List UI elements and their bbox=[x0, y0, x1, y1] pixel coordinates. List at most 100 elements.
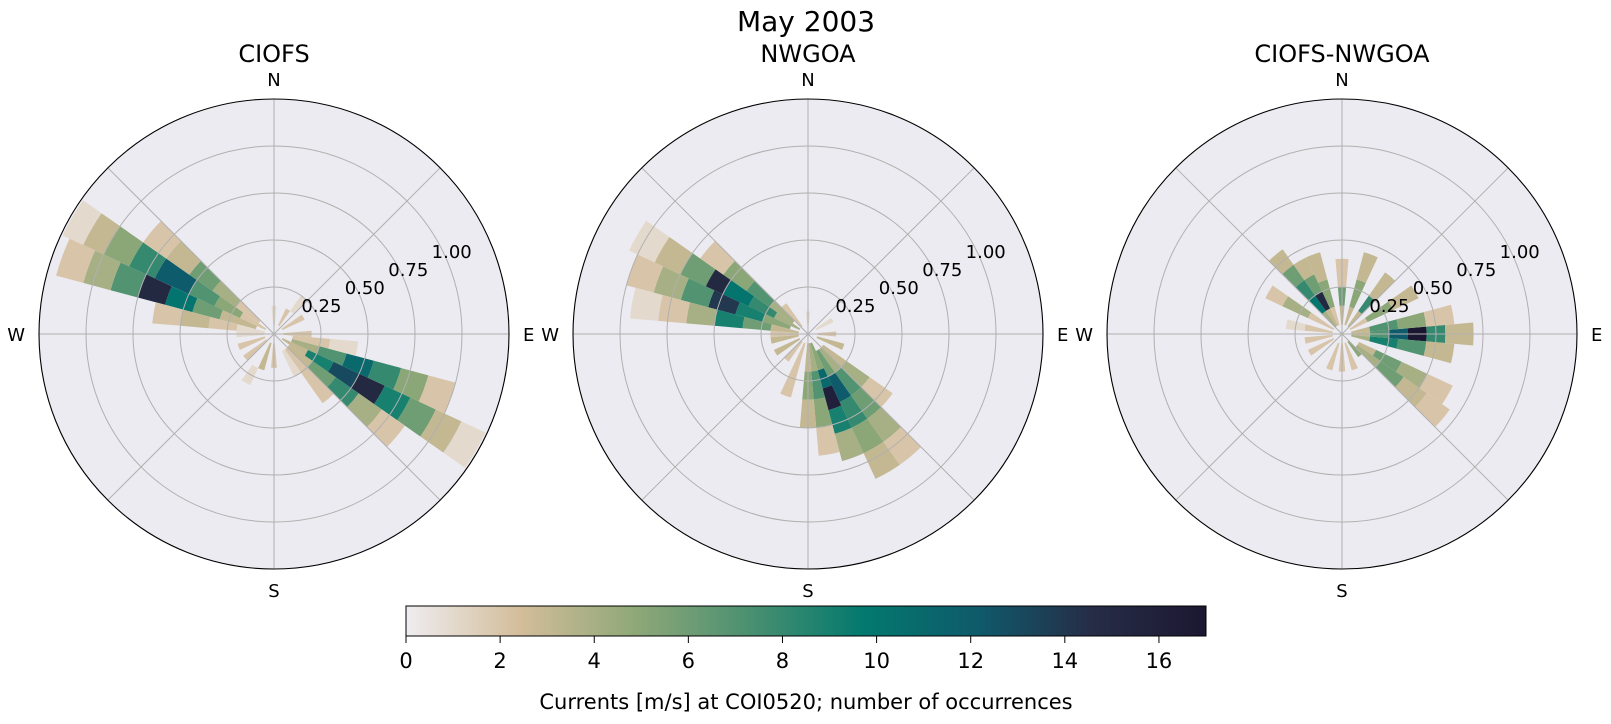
angular-gridline bbox=[807, 167, 975, 335]
wedge-bin bbox=[834, 367, 862, 396]
wedge-bin bbox=[723, 260, 755, 291]
wedge-bin bbox=[291, 338, 320, 354]
compass-label: S bbox=[802, 581, 813, 602]
wedge-bin bbox=[258, 342, 272, 371]
wedge-bin bbox=[1369, 319, 1399, 332]
wedge-bin bbox=[1344, 306, 1354, 326]
wedge-bin bbox=[722, 280, 755, 307]
wedge-bin bbox=[784, 340, 803, 362]
wedge-bin bbox=[813, 397, 833, 428]
panel-nwgoa: NWGOA 0.250.500.751.00 N S E W bbox=[541, 40, 1068, 602]
wedge-bin bbox=[746, 280, 775, 308]
colorbar-tick-label: 14 bbox=[1051, 649, 1078, 673]
wedge-bin bbox=[654, 236, 693, 275]
wedge-bin bbox=[1265, 285, 1289, 307]
wedge-bin bbox=[243, 339, 268, 361]
wedge-bin bbox=[773, 337, 801, 356]
wedge-bin bbox=[851, 387, 882, 419]
angular-gridline bbox=[1175, 167, 1343, 335]
wedge-bin bbox=[316, 346, 347, 366]
wedge-bin bbox=[1322, 310, 1337, 328]
angular-gridline bbox=[273, 333, 441, 501]
panel-title: CIOFS-NWGOA bbox=[1254, 40, 1430, 68]
wedge-bin bbox=[1347, 340, 1362, 358]
colorbar-tick-label: 12 bbox=[957, 649, 984, 673]
radial-tick-label: 0.50 bbox=[879, 278, 919, 299]
wedge-bin bbox=[304, 349, 334, 372]
polar-grid bbox=[1107, 99, 1577, 569]
compass-label: N bbox=[1335, 70, 1348, 91]
wedge-bin bbox=[1306, 252, 1328, 283]
wedge-bin bbox=[748, 296, 778, 319]
colorbar-tick-label: 0 bbox=[399, 649, 412, 673]
wedge-bin bbox=[277, 308, 291, 327]
wedge-bin bbox=[342, 353, 374, 378]
wedge-bin bbox=[143, 221, 181, 259]
wedge-bin bbox=[1369, 336, 1399, 349]
wedge-bin bbox=[770, 334, 799, 344]
wedge-bin bbox=[1349, 317, 1368, 331]
wedge-bin bbox=[822, 385, 842, 411]
wedge-bin bbox=[1356, 252, 1378, 283]
wedge-bin bbox=[1318, 279, 1335, 309]
wedge-bin bbox=[821, 344, 847, 368]
wedge-bin bbox=[816, 336, 845, 350]
panel-title: CIOFS bbox=[238, 40, 309, 68]
wedge-bin bbox=[1307, 337, 1335, 356]
angular-gridline bbox=[641, 167, 809, 335]
wedge-bin bbox=[290, 295, 308, 315]
wedge-bin bbox=[827, 372, 852, 403]
wedge-bin bbox=[816, 424, 840, 456]
wedge-bin bbox=[192, 298, 223, 320]
wedge-bin bbox=[327, 377, 359, 408]
wedge-bin bbox=[1304, 324, 1333, 334]
wedge-bin bbox=[287, 344, 313, 368]
wedge-bin bbox=[626, 254, 664, 293]
wedge-bin bbox=[236, 324, 265, 334]
wedge-bin bbox=[1395, 377, 1427, 408]
wedge-bin bbox=[328, 338, 359, 356]
wedge-bin bbox=[851, 418, 884, 454]
wedge-bin bbox=[1415, 393, 1450, 428]
wedge-bin bbox=[281, 349, 301, 377]
wedge-bin bbox=[1395, 361, 1428, 388]
wedge-bin bbox=[83, 213, 120, 255]
wedge-bin bbox=[792, 342, 806, 371]
wedge-bin bbox=[1315, 291, 1331, 311]
wedge-bin bbox=[306, 373, 334, 404]
wedge-bin bbox=[180, 309, 211, 329]
compass-label: S bbox=[1336, 581, 1347, 602]
wedge-bin bbox=[1330, 306, 1340, 326]
compass-label: W bbox=[7, 325, 25, 346]
wedge-bin bbox=[708, 290, 740, 315]
wedge-bin bbox=[1357, 341, 1377, 356]
wedge-bin bbox=[327, 361, 360, 388]
wedge-bin bbox=[83, 250, 121, 291]
radial-tick-label: 0.25 bbox=[301, 296, 341, 317]
wedge-bin bbox=[212, 280, 241, 308]
wedge-bin bbox=[154, 258, 197, 295]
wedge-bin bbox=[367, 409, 405, 447]
wedge-bin bbox=[883, 427, 921, 465]
colorbar-ticks: 0 2 4 6 8 10 12 14 16 bbox=[399, 636, 1172, 673]
wedge-bin bbox=[1347, 310, 1362, 328]
wedge-bin bbox=[700, 240, 735, 275]
wedge-bin bbox=[1358, 295, 1376, 315]
colorbar-tick-label: 16 bbox=[1146, 649, 1173, 673]
wedge-bin bbox=[1388, 285, 1419, 311]
wedge-bin bbox=[1304, 274, 1323, 296]
panel-ciofs: CIOFS 0.250.500.751.00 N S E W bbox=[7, 40, 534, 602]
colorbar: 0 2 4 6 8 10 12 14 16 Currents [m/s] at COI0520;… bbox=[399, 605, 1207, 714]
radial-tick-label: 1.00 bbox=[966, 242, 1006, 263]
wedge-bin bbox=[1423, 304, 1455, 327]
wedge-bin bbox=[714, 309, 745, 329]
colorbar-tick-label: 10 bbox=[863, 649, 890, 673]
wedge-bin bbox=[686, 302, 718, 326]
wedge-bin bbox=[769, 300, 795, 324]
wedge-bin bbox=[208, 316, 238, 331]
wedge-bin bbox=[828, 405, 852, 434]
wedge-bin bbox=[239, 312, 267, 331]
wedge-bin bbox=[367, 360, 402, 390]
colorbar-tick-label: 8 bbox=[776, 649, 789, 673]
